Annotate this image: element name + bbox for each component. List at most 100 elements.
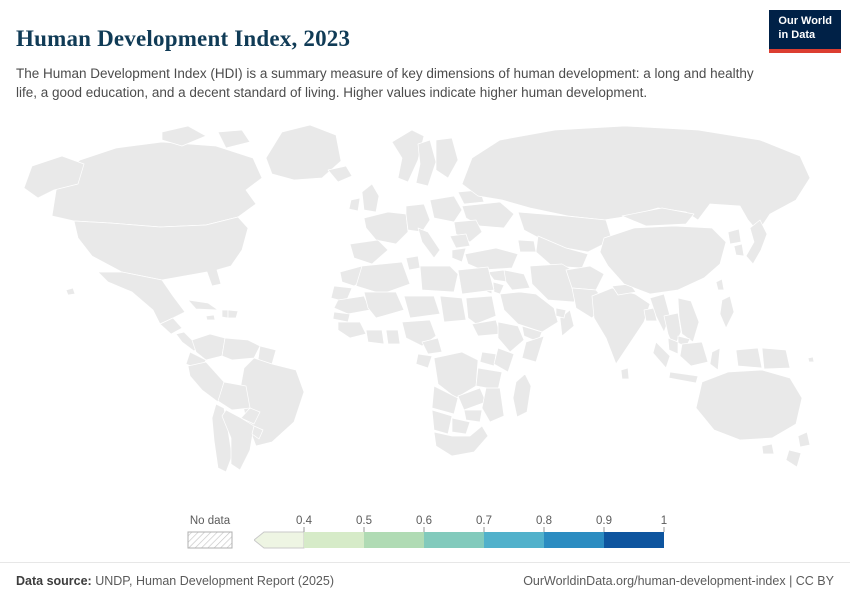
region-senegal[interactable] <box>332 311 351 323</box>
region-guinea[interactable] <box>337 321 367 339</box>
region-ireland[interactable] <box>348 197 361 212</box>
region-bangladesh[interactable] <box>643 307 658 322</box>
legend-bin <box>604 532 664 548</box>
region-norway[interactable] <box>391 129 425 183</box>
region-australia[interactable] <box>761 443 775 455</box>
region-mexico[interactable] <box>97 271 186 325</box>
region-iceland[interactable] <box>327 165 353 183</box>
region-greenland[interactable] <box>265 124 342 181</box>
region-niger[interactable] <box>403 295 441 319</box>
region-india[interactable] <box>591 287 651 365</box>
region-china[interactable] <box>599 225 727 295</box>
region-zimbabwe[interactable] <box>463 409 483 423</box>
region-serbia[interactable] <box>449 233 471 249</box>
region-indonesia[interactable] <box>652 341 671 369</box>
region-ghana[interactable] <box>385 329 401 345</box>
region-kenya[interactable] <box>493 347 515 373</box>
region-haiti[interactable] <box>221 309 229 319</box>
region-united-states[interactable] <box>65 287 76 296</box>
region-chad[interactable] <box>439 295 467 323</box>
region-madagascar[interactable] <box>512 373 532 418</box>
region-indonesia[interactable] <box>709 347 721 371</box>
region-north-korea[interactable] <box>727 228 742 245</box>
region-uganda[interactable] <box>479 351 497 367</box>
region-greece[interactable] <box>451 247 467 263</box>
region-somalia[interactable] <box>521 335 545 363</box>
region-mali[interactable] <box>363 291 405 319</box>
region-venezuela[interactable] <box>221 337 261 361</box>
region-new-zealand[interactable] <box>785 449 802 468</box>
region-new-zealand[interactable] <box>797 431 811 448</box>
region-sri-lanka[interactable] <box>620 367 630 380</box>
region-south-korea[interactable] <box>733 243 745 257</box>
region-papua-new-guinea[interactable] <box>761 347 791 370</box>
region-canada[interactable] <box>51 141 263 228</box>
region-jordan[interactable] <box>492 281 505 295</box>
region-mongolia[interactable] <box>621 207 695 227</box>
region-mauritania[interactable] <box>333 295 371 315</box>
region-spain[interactable] <box>349 239 389 265</box>
region-cote-divoire[interactable] <box>365 329 385 345</box>
region-brazil[interactable] <box>239 357 305 447</box>
region-italy[interactable] <box>417 227 441 259</box>
region-malaysia[interactable] <box>667 337 679 355</box>
region-thailand[interactable] <box>663 312 682 349</box>
region-canada[interactable] <box>217 129 251 149</box>
region-bolivia[interactable] <box>217 381 251 411</box>
region-united-arab-emirates[interactable] <box>555 307 567 319</box>
region-vietnam[interactable] <box>677 297 700 343</box>
legend-color-bar: 0.4 0.5 0.6 0.7 0.8 0.9 1 <box>254 515 667 549</box>
legend-bin <box>304 532 364 548</box>
region-egypt[interactable] <box>457 266 495 295</box>
region-turkey[interactable] <box>464 247 519 271</box>
region-angola[interactable] <box>431 385 459 415</box>
region-south-africa[interactable] <box>433 425 489 457</box>
region-tanzania[interactable] <box>475 367 503 391</box>
region-gabon[interactable] <box>415 353 433 369</box>
owid-logo[interactable]: Our World in Data <box>769 10 841 53</box>
region-united-kingdom[interactable] <box>361 183 380 213</box>
region-united-states[interactable] <box>73 216 249 287</box>
region-mozambique[interactable] <box>481 387 505 423</box>
region-indonesia[interactable] <box>668 371 699 384</box>
region-fiji[interactable] <box>807 356 815 363</box>
region-nepal[interactable] <box>611 283 637 296</box>
region-taiwan[interactable] <box>715 278 725 291</box>
region-australia[interactable] <box>695 369 803 441</box>
region-indonesia[interactable] <box>679 341 709 367</box>
legend-bin <box>424 532 484 548</box>
region-libya[interactable] <box>419 265 459 293</box>
region-jamaica[interactable] <box>205 314 216 321</box>
region-uruguay[interactable] <box>251 425 264 440</box>
region-cameroon[interactable] <box>421 337 443 355</box>
region-dominican-republic[interactable] <box>227 309 239 319</box>
region-kazakhstan[interactable] <box>517 211 613 253</box>
region-france[interactable] <box>363 211 409 245</box>
region-guatemala[interactable] <box>159 317 183 335</box>
region-philippines[interactable] <box>719 295 735 329</box>
region-saudi-arabia[interactable] <box>499 291 559 333</box>
region-namibia[interactable] <box>431 409 453 435</box>
region-peru[interactable] <box>187 361 225 403</box>
region-poland[interactable] <box>429 195 463 223</box>
region-sweden[interactable] <box>415 139 437 187</box>
region-canada[interactable] <box>161 125 207 147</box>
region-japan[interactable] <box>745 219 768 265</box>
region-finland[interactable] <box>435 137 459 179</box>
region-tunisia[interactable] <box>405 255 421 271</box>
footer-link[interactable]: OurWorldinData.org/human-development-ind… <box>523 574 834 588</box>
no-data-label: No data <box>190 515 231 527</box>
region-paraguay[interactable] <box>240 407 261 425</box>
region-argentina[interactable] <box>221 409 255 471</box>
region-botswana[interactable] <box>451 417 471 435</box>
region-cuba[interactable] <box>187 299 219 311</box>
region-afghanistan[interactable] <box>565 265 605 291</box>
region-azerbaijan[interactable] <box>517 239 537 253</box>
region-iraq[interactable] <box>503 269 531 291</box>
world-map-container <box>10 120 840 512</box>
region-indonesia[interactable] <box>735 347 763 369</box>
region-united-states[interactable] <box>23 155 85 199</box>
region-algeria[interactable] <box>355 261 411 295</box>
region-sudan[interactable] <box>465 295 497 325</box>
region-ethiopia[interactable] <box>497 321 525 353</box>
